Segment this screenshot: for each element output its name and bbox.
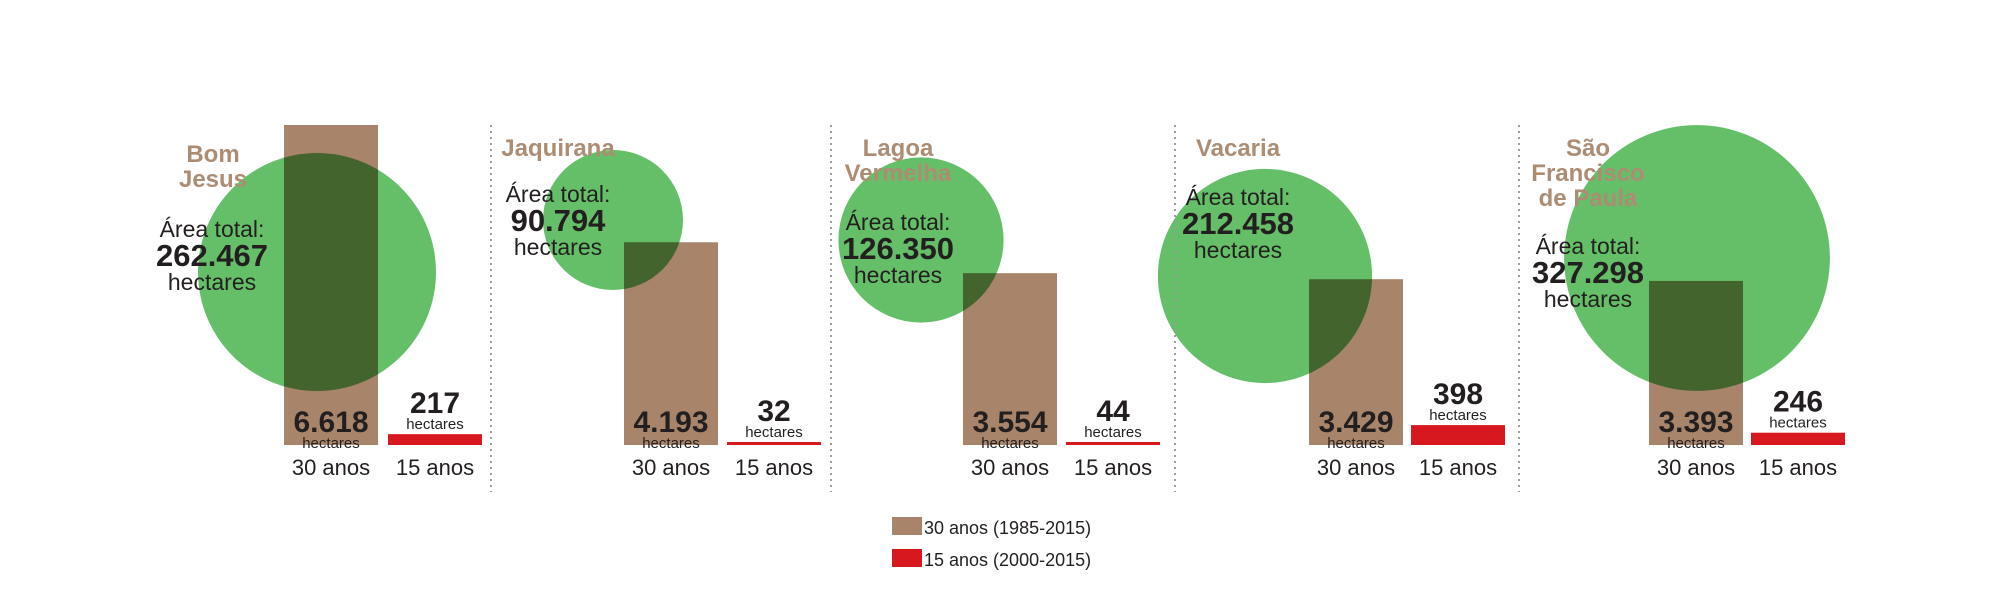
period-30-label: 30 anos (971, 455, 1049, 480)
bar-15-anos (1751, 432, 1845, 445)
bar-15-value: 32 (757, 395, 790, 428)
bar-15-anos (727, 442, 821, 445)
legend-label: 15 anos (2000-2015) (924, 550, 1091, 570)
bar-15-unit: hectares (406, 416, 464, 433)
bar-15-unit: hectares (1084, 424, 1142, 441)
bar-30-unit: hectares (302, 435, 360, 452)
bar-30-anos (963, 273, 1057, 445)
municipality-name: Lagoa (863, 135, 934, 162)
period-15-label: 15 anos (735, 455, 813, 480)
bar-15-unit: hectares (1429, 407, 1487, 424)
area-total-label: Área total: (1536, 233, 1641, 259)
bar-15-anos (1066, 442, 1160, 445)
period-15-label: 15 anos (1759, 455, 1837, 480)
area-total-unit: hectares (514, 234, 602, 260)
area-total-value: 126.350 (842, 231, 954, 266)
area-total-circle (1564, 125, 1830, 391)
bar-30-unit: hectares (981, 435, 1039, 452)
bar-30-value: 3.393 (1658, 406, 1733, 439)
bar-15-anos (388, 434, 482, 445)
municipality-name: Vacaria (1196, 135, 1281, 162)
bar-15-value: 44 (1096, 395, 1130, 428)
period-30-label: 30 anos (1317, 455, 1395, 480)
bar-15-unit: hectares (745, 424, 803, 441)
bar-15-value: 217 (410, 387, 460, 420)
period-15-label: 15 anos (396, 455, 474, 480)
bar-30-unit: hectares (1327, 435, 1385, 452)
municipality-name: Vermelha (845, 160, 952, 187)
area-total-value: 90.794 (511, 203, 607, 238)
bar-15-value: 246 (1773, 386, 1823, 419)
period-30-label: 30 anos (292, 455, 370, 480)
municipality-name: Bom (186, 141, 239, 168)
area-total-unit: hectares (1194, 237, 1282, 263)
period-15-label: 15 anos (1074, 455, 1152, 480)
bar-30-value: 3.429 (1318, 406, 1393, 439)
municipality-name: Jaquirana (501, 135, 615, 162)
bar-30-unit: hectares (642, 435, 700, 452)
municipality-name: Jesus (179, 166, 247, 193)
area-total-circle (197, 152, 437, 392)
legend-swatch (892, 517, 922, 535)
legend-swatch (892, 549, 922, 567)
area-total-value: 212.458 (1182, 206, 1294, 241)
municipality-name: de Paula (1539, 185, 1638, 212)
area-total-label: Área total: (846, 209, 951, 235)
area-total-unit: hectares (168, 269, 256, 295)
bar-30-value: 3.554 (972, 406, 1047, 439)
bar-30-unit: hectares (1667, 435, 1725, 452)
bar-15-value: 398 (1433, 378, 1483, 411)
period-15-label: 15 anos (1419, 455, 1497, 480)
municipality-name: São (1566, 135, 1610, 162)
area-total-label: Área total: (1186, 184, 1291, 210)
area-total-label: Área total: (160, 216, 265, 242)
area-total-unit: hectares (854, 262, 942, 288)
period-30-label: 30 anos (1657, 455, 1735, 480)
bar-30-value: 6.618 (293, 406, 368, 439)
area-total-value: 327.298 (1532, 255, 1644, 290)
legend-label: 30 anos (1985-2015) (924, 518, 1091, 538)
municipality-name: Francisco (1531, 160, 1644, 187)
bar-15-unit: hectares (1769, 415, 1827, 432)
area-total-label: Área total: (506, 181, 611, 207)
bar-15-anos (1411, 425, 1505, 445)
area-total-value: 262.467 (156, 238, 268, 273)
area-total-circle (838, 157, 1004, 323)
area-total-circle (543, 150, 683, 290)
area-total-circle (1157, 168, 1373, 384)
area-total-unit: hectares (1544, 286, 1632, 312)
period-30-label: 30 anos (632, 455, 710, 480)
bar-30-value: 4.193 (633, 406, 708, 439)
